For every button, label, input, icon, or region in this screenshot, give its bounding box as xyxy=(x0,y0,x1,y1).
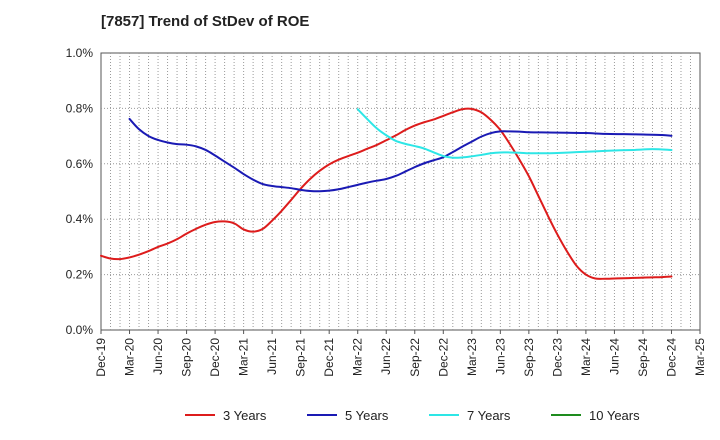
x-tick-label: Jun-21 xyxy=(265,338,279,375)
grid-layer xyxy=(100,52,701,331)
x-tick-label: Sep-20 xyxy=(180,338,194,377)
x-tick-label: Dec-19 xyxy=(94,338,108,377)
legend-item-3-years: 3 Years xyxy=(185,408,267,423)
x-tick-label: Mar-23 xyxy=(465,338,479,376)
plot-area xyxy=(100,52,701,331)
x-tick-label: Dec-24 xyxy=(664,338,678,377)
x-tick-label: Jun-20 xyxy=(151,338,165,375)
y-tick-label: 0.2% xyxy=(66,268,94,282)
x-tick-label: Sep-22 xyxy=(408,338,422,377)
x-tick-label: Dec-21 xyxy=(322,338,336,377)
series-line-3-years xyxy=(100,107,673,280)
y-tick-label: 0.4% xyxy=(66,212,94,226)
x-tick-label: Mar-22 xyxy=(351,338,365,376)
x-tick-label: Sep-23 xyxy=(522,338,536,377)
legend: 3 Years 5 Years 7 Years 10 Years xyxy=(185,408,640,423)
x-tick-label: Jun-24 xyxy=(607,338,621,375)
x-tick-label: Mar-25 xyxy=(693,338,707,376)
legend-label: 5 Years xyxy=(345,408,389,423)
x-tick-label: Dec-23 xyxy=(550,338,564,377)
x-tick-label: Sep-21 xyxy=(294,338,308,377)
x-tick-label: Mar-21 xyxy=(237,338,251,376)
chart-title: [7857] Trend of StDev of ROE xyxy=(101,13,309,30)
legend-label: 3 Years xyxy=(223,408,267,423)
legend-label: 7 Years xyxy=(467,408,511,423)
x-tick-label: Jun-23 xyxy=(493,338,507,375)
legend-item-7-years: 7 Years xyxy=(429,408,511,423)
y-tick-label: 1.0% xyxy=(66,46,94,60)
series-layer xyxy=(100,107,673,280)
y-tick-label: 0.6% xyxy=(66,157,94,171)
x-tick-label: Jun-22 xyxy=(379,338,393,375)
series-line-5-years xyxy=(128,117,673,193)
x-tick-label: Sep-24 xyxy=(636,338,650,377)
y-tick-label: 0.0% xyxy=(66,323,94,337)
legend-label: 10 Years xyxy=(589,408,640,423)
x-tick-label: Mar-24 xyxy=(579,338,593,376)
legend-item-5-years: 5 Years xyxy=(307,408,389,423)
x-tick-label: Dec-20 xyxy=(208,338,222,377)
x-tick-label: Dec-22 xyxy=(436,338,450,377)
x-tick-label: Mar-20 xyxy=(123,338,137,376)
axis-layer: 0.0% 0.2% 0.4% 0.6% 0.8% 1.0% Dec-19 Mar-20 Jun-… xyxy=(66,46,707,377)
series-line-7-years xyxy=(356,108,673,159)
legend-item-10-years: 10 Years xyxy=(551,408,640,423)
y-tick-label: 0.8% xyxy=(66,101,94,115)
